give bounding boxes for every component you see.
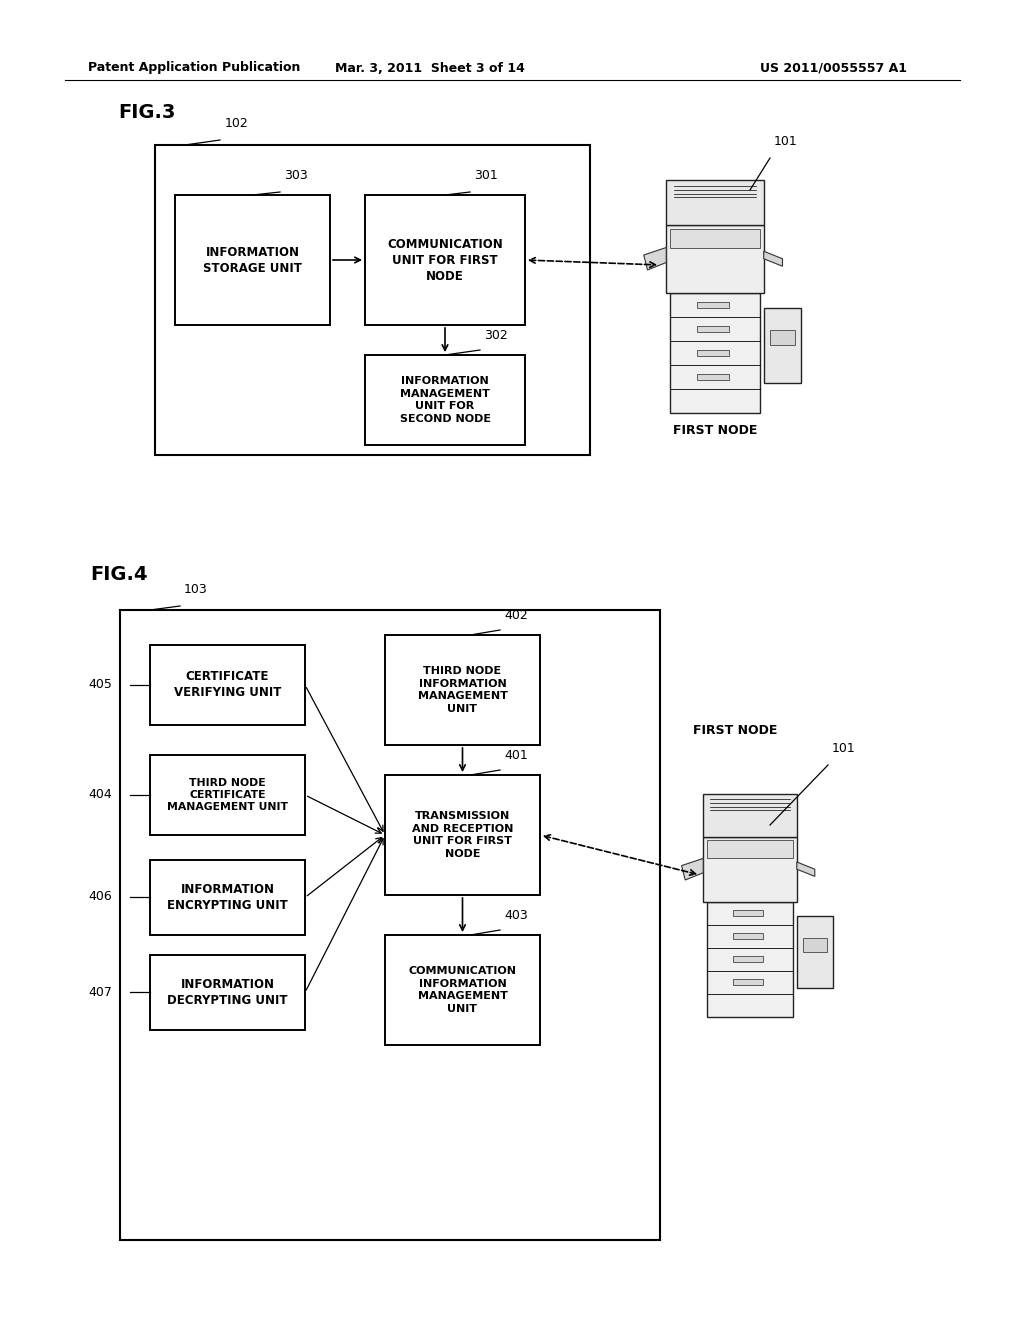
Text: 301: 301 [474,169,498,182]
Bar [365,355,525,445]
Bar [155,145,590,455]
Bar [150,645,305,725]
Text: FIG.4: FIG.4 [90,565,147,585]
Bar [703,837,797,902]
Text: 407: 407 [88,986,112,998]
Bar [707,902,794,1016]
Text: 405: 405 [88,678,112,692]
Text: INFORMATION
DECRYPTING UNIT: INFORMATION DECRYPTING UNIT [167,978,288,1007]
Text: INFORMATION
STORAGE UNIT: INFORMATION STORAGE UNIT [203,246,302,275]
Text: COMMUNICATION
UNIT FOR FIRST
NODE: COMMUNICATION UNIT FOR FIRST NODE [387,238,503,282]
Text: 403: 403 [504,909,527,921]
Text: TRANSMISSION
AND RECEPTION
UNIT FOR FIRST
NODE: TRANSMISSION AND RECEPTION UNIT FOR FIRS… [412,812,513,858]
Bar [733,911,763,916]
Bar [733,933,763,939]
Polygon shape [797,862,815,876]
Polygon shape [682,858,703,880]
Text: 101: 101 [774,135,798,148]
Text: 103: 103 [184,583,208,597]
Text: COMMUNICATION
INFORMATION
MANAGEMENT
UNIT: COMMUNICATION INFORMATION MANAGEMENT UNI… [409,966,516,1014]
Bar [670,228,760,248]
Text: 404: 404 [88,788,112,801]
Text: THIRD NODE
CERTIFICATE
MANAGEMENT UNIT: THIRD NODE CERTIFICATE MANAGEMENT UNIT [167,777,288,812]
Text: 406: 406 [88,891,112,903]
Text: THIRD NODE
INFORMATION
MANAGEMENT
UNIT: THIRD NODE INFORMATION MANAGEMENT UNIT [418,667,508,714]
Text: Patent Application Publication: Patent Application Publication [88,62,300,74]
Text: 401: 401 [504,748,527,762]
Bar [733,979,763,985]
Bar [733,956,763,962]
Text: INFORMATION
ENCRYPTING UNIT: INFORMATION ENCRYPTING UNIT [167,883,288,912]
Text: INFORMATION
MANAGEMENT
UNIT FOR
SECOND NODE: INFORMATION MANAGEMENT UNIT FOR SECOND N… [399,376,490,424]
Bar [365,195,525,325]
Bar [120,610,660,1239]
Bar [697,374,728,380]
Bar [385,635,540,744]
Bar [697,326,728,331]
Bar [150,755,305,836]
Text: US 2011/0055557 A1: US 2011/0055557 A1 [760,62,907,74]
Text: Mar. 3, 2011  Sheet 3 of 14: Mar. 3, 2011 Sheet 3 of 14 [335,62,525,74]
Bar [770,330,796,345]
Polygon shape [644,248,667,271]
Text: FIRST NODE: FIRST NODE [673,424,757,437]
Text: 302: 302 [484,329,508,342]
Bar [150,954,305,1030]
Text: FIRST NODE: FIRST NODE [693,723,777,737]
Bar [764,308,801,383]
Text: 101: 101 [831,742,856,755]
Bar [150,861,305,935]
Text: 303: 303 [284,169,308,182]
Bar [385,935,540,1045]
Text: CERTIFICATE
VERIFYING UNIT: CERTIFICATE VERIFYING UNIT [174,671,282,700]
Text: 102: 102 [225,117,249,129]
Polygon shape [764,251,782,267]
Bar [175,195,330,325]
Bar [385,775,540,895]
Bar [697,350,728,355]
Text: 402: 402 [504,609,527,622]
Bar [670,293,760,412]
Text: FIG.3: FIG.3 [118,103,175,121]
Bar [667,224,764,293]
Bar [703,793,797,837]
Bar [667,180,764,224]
Bar [797,916,833,987]
Bar [697,301,728,308]
Bar [803,937,827,952]
Bar [707,841,794,858]
